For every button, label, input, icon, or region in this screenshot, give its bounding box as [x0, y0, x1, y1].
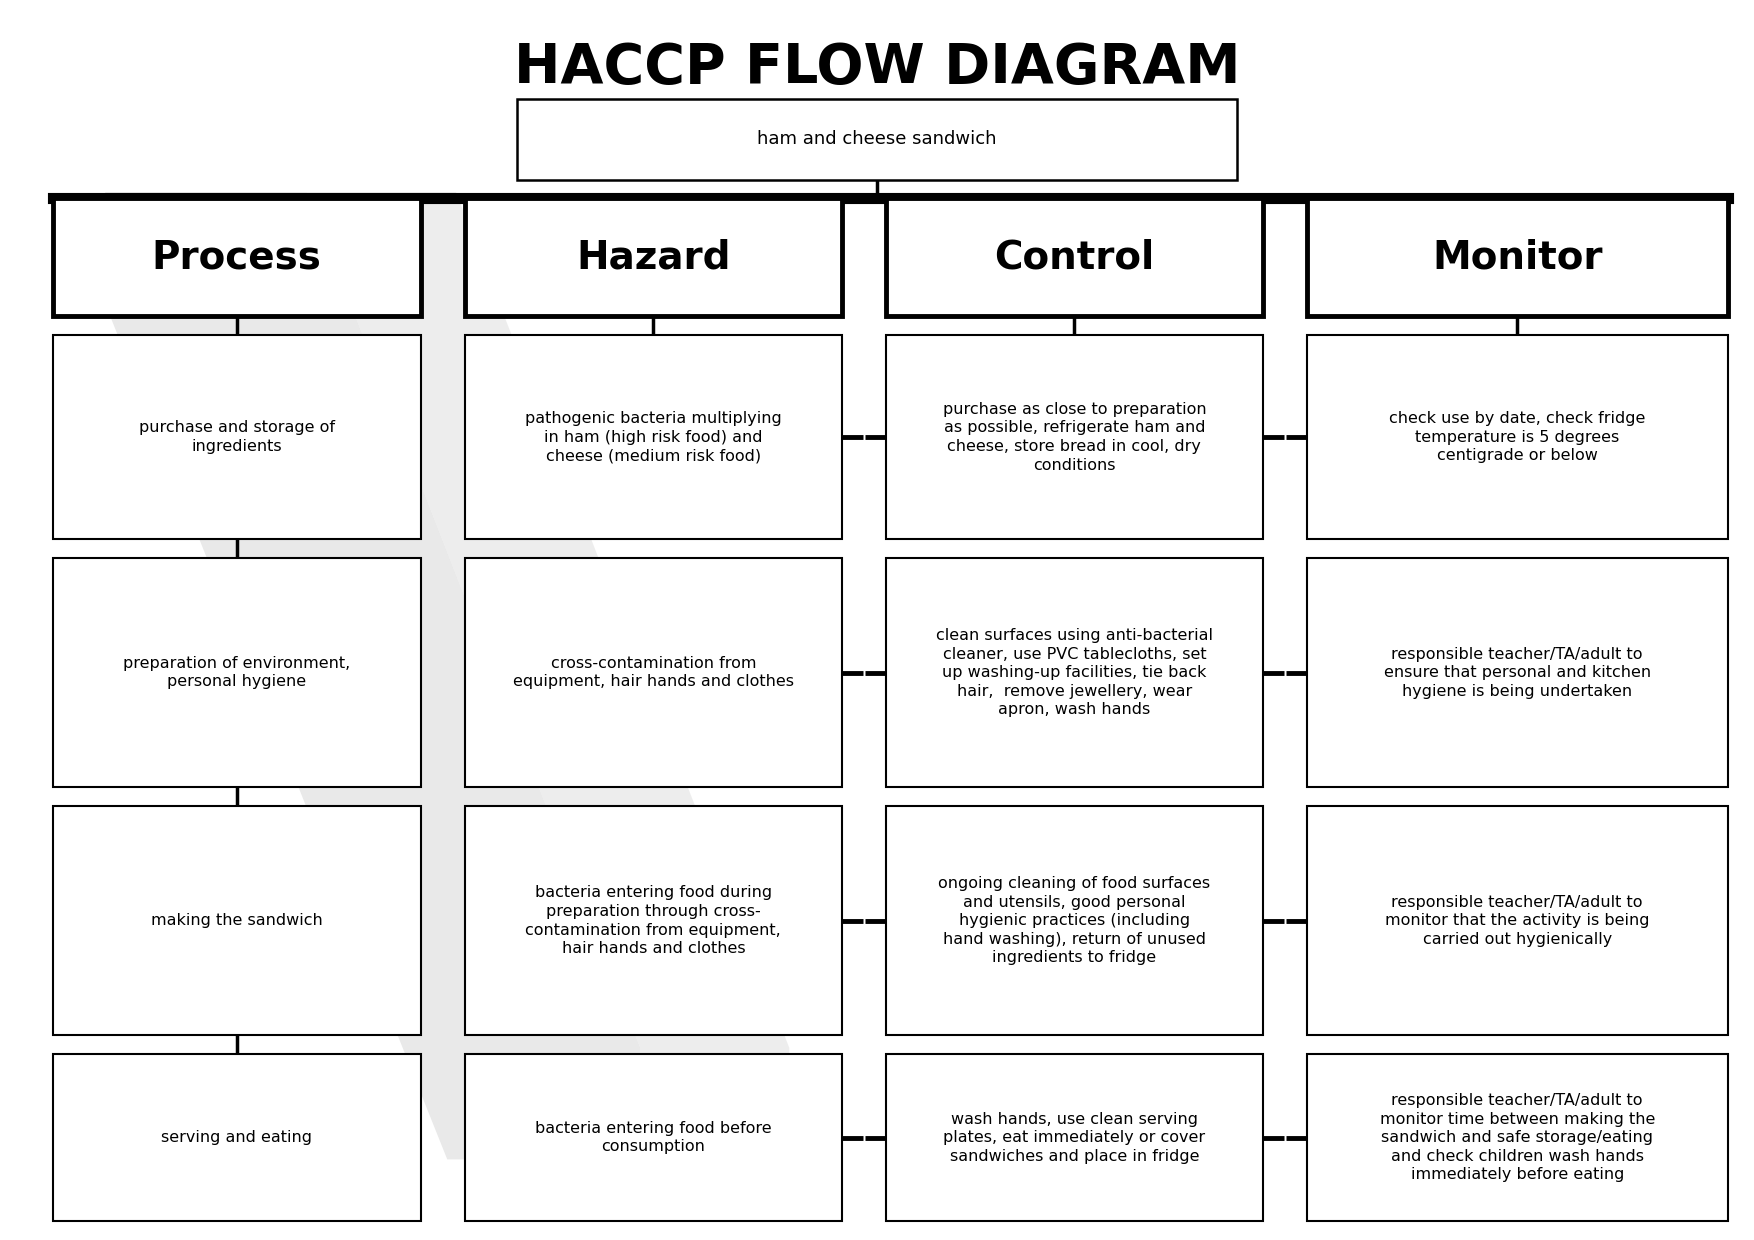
FancyBboxPatch shape — [886, 806, 1263, 1035]
Text: HACCP FLOW DIAGRAM: HACCP FLOW DIAGRAM — [514, 41, 1240, 95]
Text: Process: Process — [153, 238, 321, 277]
Polygon shape — [307, 192, 789, 1159]
Text: check use by date, check fridge
temperature is 5 degrees
centigrade or below: check use by date, check fridge temperat… — [1389, 410, 1645, 464]
Text: clean surfaces using anti-bacterial
cleaner, use PVC tablecloths, set
up washing: clean surfaces using anti-bacterial clea… — [937, 627, 1212, 718]
Text: pathogenic bacteria multiplying
in ham (high risk food) and
cheese (medium risk : pathogenic bacteria multiplying in ham (… — [524, 410, 782, 464]
FancyBboxPatch shape — [886, 335, 1263, 539]
FancyBboxPatch shape — [465, 335, 842, 539]
FancyBboxPatch shape — [53, 335, 421, 539]
Text: responsible teacher/TA/adult to
ensure that personal and kitchen
hygiene is bein: responsible teacher/TA/adult to ensure t… — [1384, 646, 1651, 699]
FancyBboxPatch shape — [465, 558, 842, 787]
Text: preparation of environment,
personal hygiene: preparation of environment, personal hyg… — [123, 656, 351, 689]
Polygon shape — [105, 192, 640, 1159]
FancyBboxPatch shape — [1307, 806, 1728, 1035]
FancyBboxPatch shape — [517, 99, 1237, 180]
Text: Monitor: Monitor — [1431, 238, 1603, 277]
Text: bacteria entering food during
preparation through cross-
contamination from equi: bacteria entering food during preparatio… — [526, 885, 781, 956]
Text: cross-contamination from
equipment, hair hands and clothes: cross-contamination from equipment, hair… — [512, 656, 795, 689]
FancyBboxPatch shape — [1307, 558, 1728, 787]
FancyBboxPatch shape — [465, 198, 842, 316]
Text: purchase and storage of
ingredients: purchase and storage of ingredients — [139, 420, 335, 454]
FancyBboxPatch shape — [886, 198, 1263, 316]
Text: purchase as close to preparation
as possible, refrigerate ham and
cheese, store : purchase as close to preparation as poss… — [942, 402, 1207, 472]
Text: responsible teacher/TA/adult to
monitor time between making the
sandwich and saf: responsible teacher/TA/adult to monitor … — [1380, 1092, 1654, 1183]
FancyBboxPatch shape — [53, 1054, 421, 1221]
FancyBboxPatch shape — [886, 558, 1263, 787]
FancyBboxPatch shape — [465, 1054, 842, 1221]
Text: wash hands, use clean serving
plates, eat immediately or cover
sandwiches and pl: wash hands, use clean serving plates, ea… — [944, 1111, 1205, 1164]
Text: making the sandwich: making the sandwich — [151, 913, 323, 929]
Text: responsible teacher/TA/adult to
monitor that the activity is being
carried out h: responsible teacher/TA/adult to monitor … — [1386, 894, 1649, 947]
FancyBboxPatch shape — [53, 558, 421, 787]
Text: bacteria entering food before
consumption: bacteria entering food before consumptio… — [535, 1121, 772, 1154]
Text: serving and eating: serving and eating — [161, 1130, 312, 1146]
Text: Hazard: Hazard — [575, 238, 731, 277]
FancyBboxPatch shape — [53, 198, 421, 316]
FancyBboxPatch shape — [1307, 1054, 1728, 1221]
Text: Control: Control — [995, 238, 1154, 277]
FancyBboxPatch shape — [465, 806, 842, 1035]
Text: ham and cheese sandwich: ham and cheese sandwich — [758, 130, 996, 149]
FancyBboxPatch shape — [886, 1054, 1263, 1221]
Text: ongoing cleaning of food surfaces
and utensils, good personal
hygienic practices: ongoing cleaning of food surfaces and ut… — [938, 875, 1210, 966]
FancyBboxPatch shape — [53, 806, 421, 1035]
FancyBboxPatch shape — [1307, 335, 1728, 539]
FancyBboxPatch shape — [1307, 198, 1728, 316]
